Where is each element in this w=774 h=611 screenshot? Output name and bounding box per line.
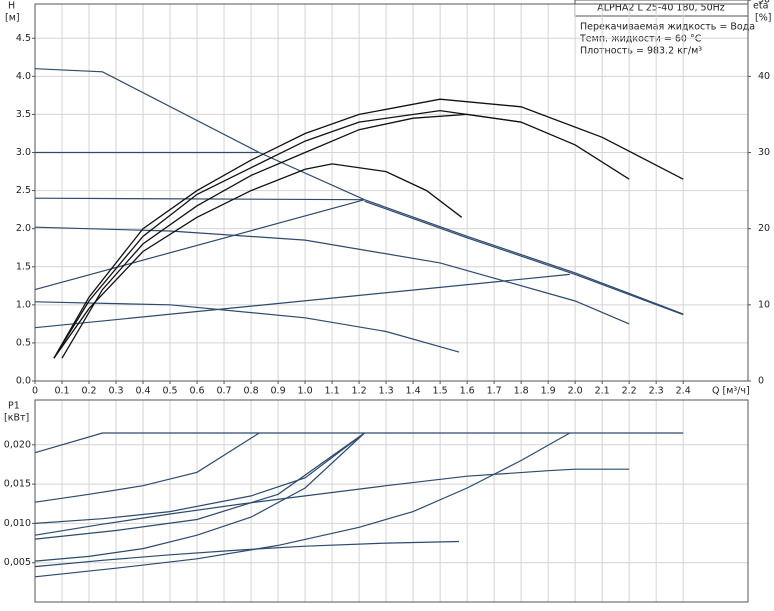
plot-frame xyxy=(34,399,749,603)
y-tick-label: 2.0 xyxy=(16,223,31,234)
curve xyxy=(34,273,570,329)
annotation: Плотность = 983.2 кг/м³ xyxy=(580,46,702,57)
x-tick-label: 1.2 xyxy=(352,386,367,397)
y-unit: [м] xyxy=(5,13,20,24)
y-tick-label: 0,015 xyxy=(4,479,31,490)
curve xyxy=(53,163,463,359)
y-tick-label: 0,005 xyxy=(4,557,31,568)
y-tick-label: 3.5 xyxy=(16,109,31,120)
annotation: Перекачиваемая жидкость = Вода xyxy=(580,22,755,33)
curve xyxy=(34,432,571,578)
x-tick-label: 1.5 xyxy=(433,386,448,397)
y-tick-label: 0.0 xyxy=(16,376,31,387)
y2-tick-label: 10 xyxy=(758,299,770,310)
curve xyxy=(34,197,365,201)
y-tick-label: 4.5 xyxy=(16,33,31,44)
x-tick-label: 0.8 xyxy=(244,386,259,397)
x-tick-label: 0 xyxy=(32,386,38,397)
x-tick-label: 0.2 xyxy=(81,386,96,397)
y-label: P1 xyxy=(8,401,20,412)
y-tick-label: 0.5 xyxy=(16,337,31,348)
y2-tick-label: 0 xyxy=(758,376,764,387)
curve xyxy=(34,432,260,503)
x-tick-label: 1.0 xyxy=(298,386,313,397)
x-tick-label: 2.1 xyxy=(595,386,610,397)
chart-title: ALPHA2 L 25-40 180, 50Hz xyxy=(597,3,725,14)
curve xyxy=(34,432,365,524)
y2-label: eta xyxy=(753,1,768,12)
curve xyxy=(364,200,684,316)
y2-tick-label: 40 xyxy=(758,71,770,82)
x-tick-label: 0.7 xyxy=(216,386,231,397)
x-tick-label: 1.7 xyxy=(487,386,502,397)
y-tick-label: 4.0 xyxy=(16,71,31,82)
curve xyxy=(53,98,684,359)
x-tick-label: 1.3 xyxy=(379,386,394,397)
x-tick-label: 0.3 xyxy=(108,386,123,397)
x-tick-label: 0.5 xyxy=(162,386,177,397)
plot-frame xyxy=(34,3,749,382)
x-tick-label: 2.0 xyxy=(568,386,583,397)
y2-tick-label: 50 xyxy=(758,0,770,6)
curve xyxy=(34,468,630,536)
y2-tick-label: 30 xyxy=(758,147,770,158)
x-label: Q [м³/ч] xyxy=(712,386,750,397)
curve xyxy=(53,109,630,359)
x-tick-label: 2.2 xyxy=(622,386,637,397)
y-tick-label: 0,010 xyxy=(4,518,31,529)
y2-tick-label: 20 xyxy=(758,223,770,234)
x-tick-label: 1.9 xyxy=(541,386,556,397)
y-unit: [кВт] xyxy=(4,413,29,424)
curve xyxy=(34,226,630,325)
curve xyxy=(34,199,365,291)
y-tick-label: 1.5 xyxy=(16,261,31,272)
y-tick-label: 1.0 xyxy=(16,299,31,310)
y-label: H xyxy=(8,1,15,12)
y2-unit: [%] xyxy=(755,13,771,24)
curve xyxy=(61,113,522,359)
curve xyxy=(34,301,460,353)
x-tick-label: 0.1 xyxy=(54,386,69,397)
x-tick-label: 0.4 xyxy=(135,386,150,397)
x-tick-label: 1.8 xyxy=(514,386,529,397)
curve xyxy=(34,432,365,562)
annotation: Темп. жидкости = 60 °C xyxy=(579,34,702,45)
x-tick-label: 1.6 xyxy=(460,386,475,397)
x-tick-label: 0.6 xyxy=(189,386,204,397)
x-tick-label: 1.4 xyxy=(406,386,421,397)
y-tick-label: 3.0 xyxy=(16,147,31,158)
x-tick-label: 2.3 xyxy=(649,386,664,397)
curve xyxy=(34,432,684,454)
y-tick-label: 2.5 xyxy=(16,185,31,196)
x-tick-label: 2.4 xyxy=(676,386,691,397)
y-tick-label: 0,020 xyxy=(4,439,31,450)
curve xyxy=(34,432,365,540)
x-tick-label: 1.1 xyxy=(325,386,340,397)
x-tick-label: 0.9 xyxy=(271,386,286,397)
curve xyxy=(34,540,460,568)
